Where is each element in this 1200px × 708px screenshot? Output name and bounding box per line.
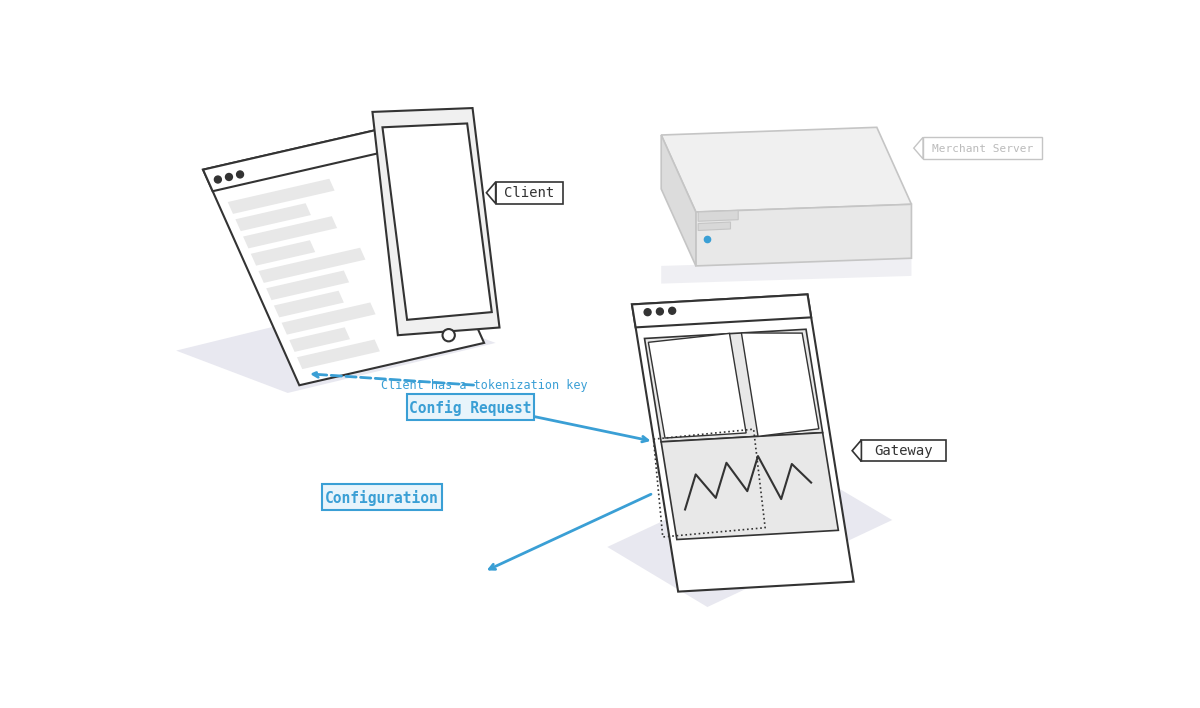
Circle shape — [668, 307, 676, 314]
Polygon shape — [661, 258, 912, 284]
Polygon shape — [251, 240, 316, 266]
Polygon shape — [852, 440, 862, 462]
Text: Client: Client — [504, 185, 554, 200]
Circle shape — [443, 329, 455, 341]
Polygon shape — [661, 127, 912, 212]
Polygon shape — [176, 301, 496, 393]
Polygon shape — [496, 182, 564, 203]
Polygon shape — [632, 295, 811, 327]
Polygon shape — [244, 216, 337, 249]
Text: Merchant Server: Merchant Server — [931, 144, 1033, 154]
Polygon shape — [235, 203, 311, 231]
Polygon shape — [228, 178, 335, 214]
Circle shape — [226, 173, 233, 181]
Polygon shape — [486, 182, 496, 203]
Polygon shape — [607, 461, 893, 607]
Polygon shape — [203, 127, 397, 191]
Text: Configuration: Configuration — [325, 490, 439, 506]
Polygon shape — [383, 123, 492, 320]
Polygon shape — [203, 127, 484, 385]
Text: Config Request: Config Request — [409, 399, 532, 416]
Polygon shape — [296, 339, 380, 369]
Text: Gateway: Gateway — [875, 445, 934, 459]
FancyBboxPatch shape — [323, 484, 442, 510]
Polygon shape — [372, 108, 499, 335]
Polygon shape — [632, 295, 853, 592]
Polygon shape — [661, 433, 839, 539]
Text: Client has a tokenization key: Client has a tokenization key — [380, 379, 588, 392]
FancyBboxPatch shape — [862, 440, 946, 462]
Polygon shape — [274, 291, 344, 317]
Circle shape — [236, 171, 244, 178]
Circle shape — [656, 308, 664, 315]
Polygon shape — [698, 222, 731, 231]
Polygon shape — [648, 333, 746, 438]
Polygon shape — [266, 270, 349, 300]
Polygon shape — [742, 333, 818, 436]
Polygon shape — [913, 137, 923, 159]
Polygon shape — [644, 329, 823, 442]
FancyBboxPatch shape — [407, 394, 534, 420]
Polygon shape — [282, 302, 376, 335]
Polygon shape — [698, 210, 738, 221]
Polygon shape — [258, 248, 366, 283]
Polygon shape — [661, 135, 696, 266]
Circle shape — [215, 176, 221, 183]
FancyBboxPatch shape — [923, 137, 1043, 159]
Polygon shape — [289, 327, 350, 352]
Polygon shape — [696, 205, 912, 266]
Circle shape — [644, 309, 652, 316]
